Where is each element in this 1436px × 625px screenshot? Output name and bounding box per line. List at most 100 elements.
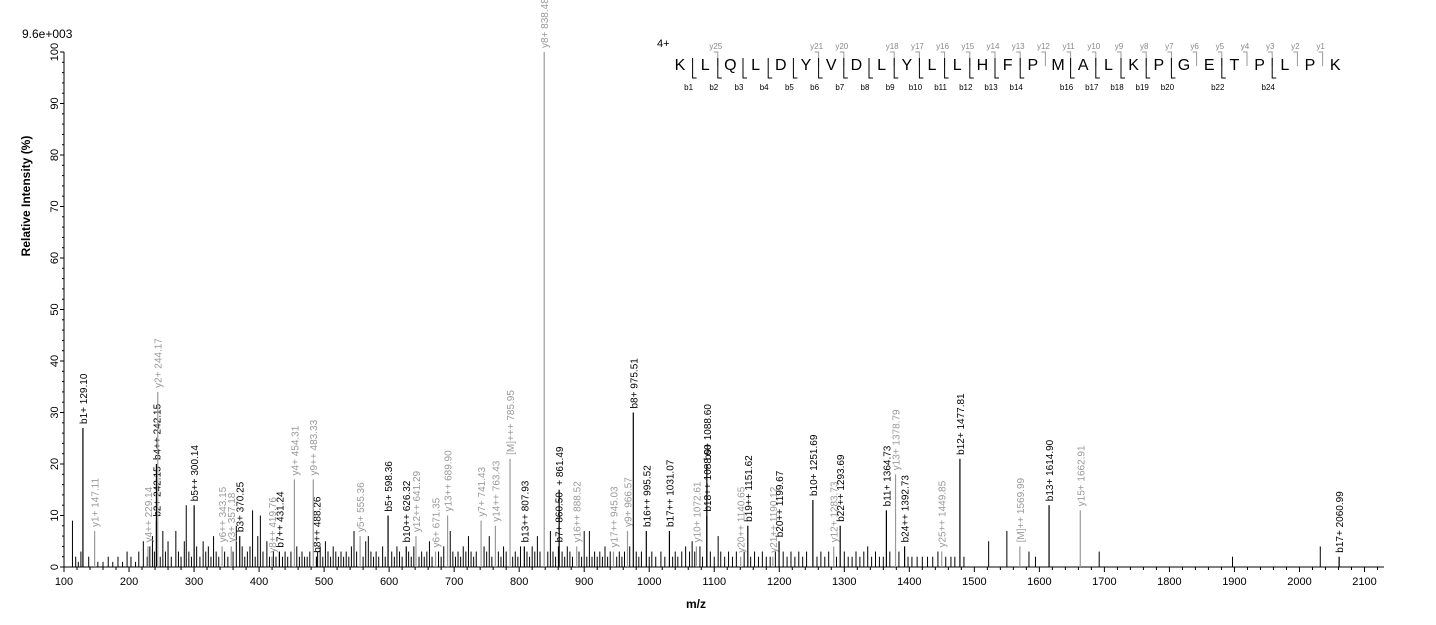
y-ion-bracket xyxy=(1117,51,1122,66)
sequence-residue: T xyxy=(1230,57,1240,74)
peak-label: b5+ 598.36 xyxy=(384,461,395,512)
background-peaks xyxy=(71,505,1321,567)
y-tick-label: 70 xyxy=(49,200,61,212)
peak-label: b11+ 1364.73 xyxy=(882,445,893,506)
peak-label: y6+ 671.35 xyxy=(432,497,443,547)
b-ion-bracket xyxy=(1095,58,1100,79)
peak-label: y4++ 229.14 xyxy=(144,486,155,542)
b-ion-label: b1 xyxy=(684,83,693,92)
sequence-residue: P xyxy=(1254,57,1265,74)
peak-label: y6++ 343.15 xyxy=(218,486,229,542)
y-tick-label: 100 xyxy=(49,43,61,61)
x-tick-label: 600 xyxy=(380,576,398,588)
b-ion-bracket xyxy=(893,58,899,79)
x-tick-label: 800 xyxy=(510,576,528,588)
y-ion-bracket xyxy=(814,51,820,66)
sequence-residue: M xyxy=(1051,57,1064,74)
x-tick-label: 1600 xyxy=(1027,576,1051,588)
b-ion-label: b17 xyxy=(1085,83,1099,92)
sequence-residue: L xyxy=(1280,57,1289,74)
y-ion-label: y12 xyxy=(1037,42,1050,51)
x-tick-label: 2000 xyxy=(1287,576,1311,588)
sequence-residue: F xyxy=(1003,57,1013,74)
x-tick-label: 1200 xyxy=(767,576,791,588)
y-ion-label: y18 xyxy=(886,42,899,51)
y-ion-bracket xyxy=(1016,51,1021,66)
sequence-residue: V xyxy=(826,57,837,74)
b-ion-label: b11 xyxy=(934,83,947,92)
b-ion-label: b3 xyxy=(735,83,744,92)
peak-label: y2+ 244.17 xyxy=(154,338,165,388)
x-tick-label: 2100 xyxy=(1352,576,1376,588)
y-tick-label: 60 xyxy=(49,252,61,264)
x-tick-label: 1700 xyxy=(1092,576,1116,588)
y-ion-bracket xyxy=(1318,51,1324,66)
y-ion-label: y7 xyxy=(1165,42,1174,51)
y-ion-bracket xyxy=(839,51,845,66)
peak-label: y15+ 1662.91 xyxy=(1076,445,1087,506)
peak-label: b8+ 975.51 xyxy=(629,358,640,409)
peak-label: y12++ 641.29 xyxy=(412,470,423,532)
b-ion-bracket xyxy=(792,58,798,79)
y-ion-bracket xyxy=(991,51,996,66)
b-ion-bracket xyxy=(1170,58,1176,79)
b-ion-bracket xyxy=(1070,58,1075,79)
y-tick-label: 50 xyxy=(49,303,61,315)
b-ion-bracket xyxy=(1019,58,1025,79)
y-ion-bracket xyxy=(1167,51,1172,66)
b-ion-label: b7 xyxy=(835,83,844,92)
y-ion-bracket xyxy=(1066,51,1072,66)
peak-label: y1+ 147.11 xyxy=(91,477,102,526)
x-tick-label: 500 xyxy=(315,576,333,588)
b-ion-bracket xyxy=(1221,58,1226,79)
y-ion-label: y17 xyxy=(911,42,924,51)
x-tick-label: 200 xyxy=(120,576,138,588)
peak-label: b12+ 1477.81 xyxy=(956,393,967,455)
sequence-residue: D xyxy=(851,57,863,74)
sequence-residue: L xyxy=(701,57,710,74)
b-ion-bracket xyxy=(969,58,974,79)
sequence-residue: Y xyxy=(901,57,912,74)
y-ion-label: y1 xyxy=(1316,42,1325,51)
b-ion-label: b19 xyxy=(1136,83,1150,92)
x-axis-title: m/z xyxy=(686,597,706,611)
b-ion-bracket xyxy=(818,58,823,79)
peak-label: y17++ 945.03 xyxy=(609,486,620,548)
peak-label: y5+ 555.36 xyxy=(356,482,367,532)
x-tick-label: 1900 xyxy=(1222,576,1246,588)
peak-label: b10++ 626.32 xyxy=(402,480,413,542)
b-ion-label: b20 xyxy=(1161,83,1175,92)
sequence-residue: P xyxy=(1153,57,1164,74)
y-tick-label: 0 xyxy=(49,564,61,570)
peak-label: y8+ 838.48 xyxy=(540,0,551,48)
y-ion-label: y4 xyxy=(1241,42,1250,51)
sequence-residue: P xyxy=(1027,57,1038,74)
sequence-residue: A xyxy=(1078,57,1089,74)
peak-label: y9+ 966.57 xyxy=(623,477,634,527)
peak-label: b17++ 1031.07 xyxy=(665,459,676,527)
y-tick-label: 30 xyxy=(49,406,61,418)
y-tick-label: 80 xyxy=(49,149,61,161)
peak-label: + 861.49 xyxy=(555,446,566,486)
peak-label: y13++ 689.90 xyxy=(444,450,455,512)
b-ion-label: b22 xyxy=(1211,83,1225,92)
b-ion-bracket xyxy=(944,58,949,79)
y-ion-label: y15 xyxy=(961,42,974,51)
b-ion-label: b14 xyxy=(1010,83,1024,92)
y-ion-label: y3 xyxy=(1266,42,1275,51)
y-ion-bracket xyxy=(1293,51,1298,66)
y-ion-bracket xyxy=(1041,51,1046,66)
sequence-residue: L xyxy=(751,57,760,74)
y-ion-label: y5 xyxy=(1216,42,1225,51)
sequence-residue: H xyxy=(977,57,989,74)
peak-label: y3+ 357.18 xyxy=(227,492,238,542)
peak-label: b10+ 1251.69 xyxy=(809,434,820,496)
b-ion-bracket xyxy=(717,58,722,79)
peak-label: b8++ 488.26 xyxy=(312,496,323,553)
x-tick-label: 1800 xyxy=(1157,576,1181,588)
y-ion-label: y11 xyxy=(1062,42,1075,51)
max-intensity-label: 9.6e+003 xyxy=(22,27,73,41)
y-ion-bracket xyxy=(713,51,719,66)
